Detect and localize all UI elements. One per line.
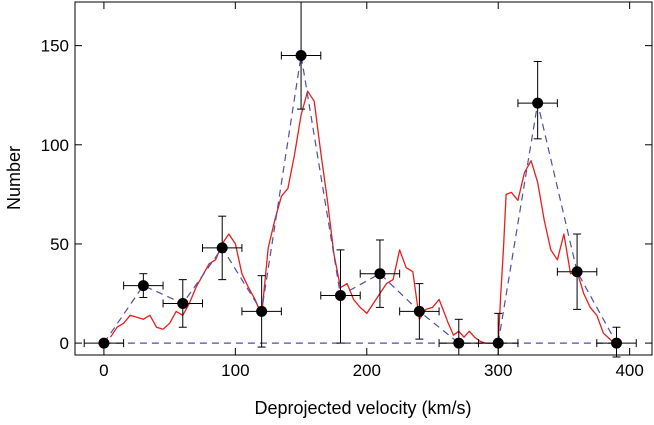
dashed-series-line: [103, 55, 618, 344]
data-point: [201, 215, 243, 281]
point-marker: [216, 242, 228, 254]
point-marker: [571, 266, 583, 278]
data-point: [438, 318, 480, 356]
x-axis-label: Deprojected velocity (km/s): [254, 398, 471, 418]
data-point: [123, 273, 164, 298]
point-marker: [177, 297, 189, 309]
ticks-layer: 0 100 200 300 400 0 50 100 150: [41, 2, 652, 380]
point-marker: [453, 337, 465, 349]
data-point: [556, 233, 598, 310]
data-point: [320, 249, 361, 344]
data-point: [478, 312, 519, 356]
point-marker: [413, 305, 425, 317]
marks-layer: [83, 1, 637, 358]
point-marker: [256, 305, 268, 317]
data-point: [596, 326, 637, 358]
y-axis-label: Number: [4, 146, 24, 210]
y-tick-label: 50: [50, 235, 69, 254]
data-point: [280, 1, 322, 110]
data-point: [399, 283, 440, 340]
y-tick-label: 100: [41, 136, 69, 155]
point-marker: [532, 97, 544, 109]
x-tick-label: 0: [99, 361, 108, 380]
y-tick-label: 150: [41, 37, 69, 56]
x-tick-label: 300: [484, 361, 512, 380]
y-tick-label: 0: [60, 334, 69, 353]
point-marker: [611, 337, 623, 349]
data-point: [241, 275, 282, 348]
data-point: [83, 337, 125, 349]
point-marker: [295, 50, 307, 62]
point-marker: [334, 290, 346, 302]
x-tick-label: 100: [221, 361, 249, 380]
x-tick-label: 200: [353, 361, 381, 380]
data-point: [162, 279, 203, 328]
point-marker: [137, 280, 149, 292]
point-marker: [374, 268, 386, 280]
point-marker: [98, 337, 110, 349]
point-marker: [492, 337, 504, 349]
x-tick-label: 400: [615, 361, 643, 380]
data-point: [517, 60, 558, 140]
data-point: [359, 239, 401, 308]
plot-frame: [74, 1, 653, 356]
